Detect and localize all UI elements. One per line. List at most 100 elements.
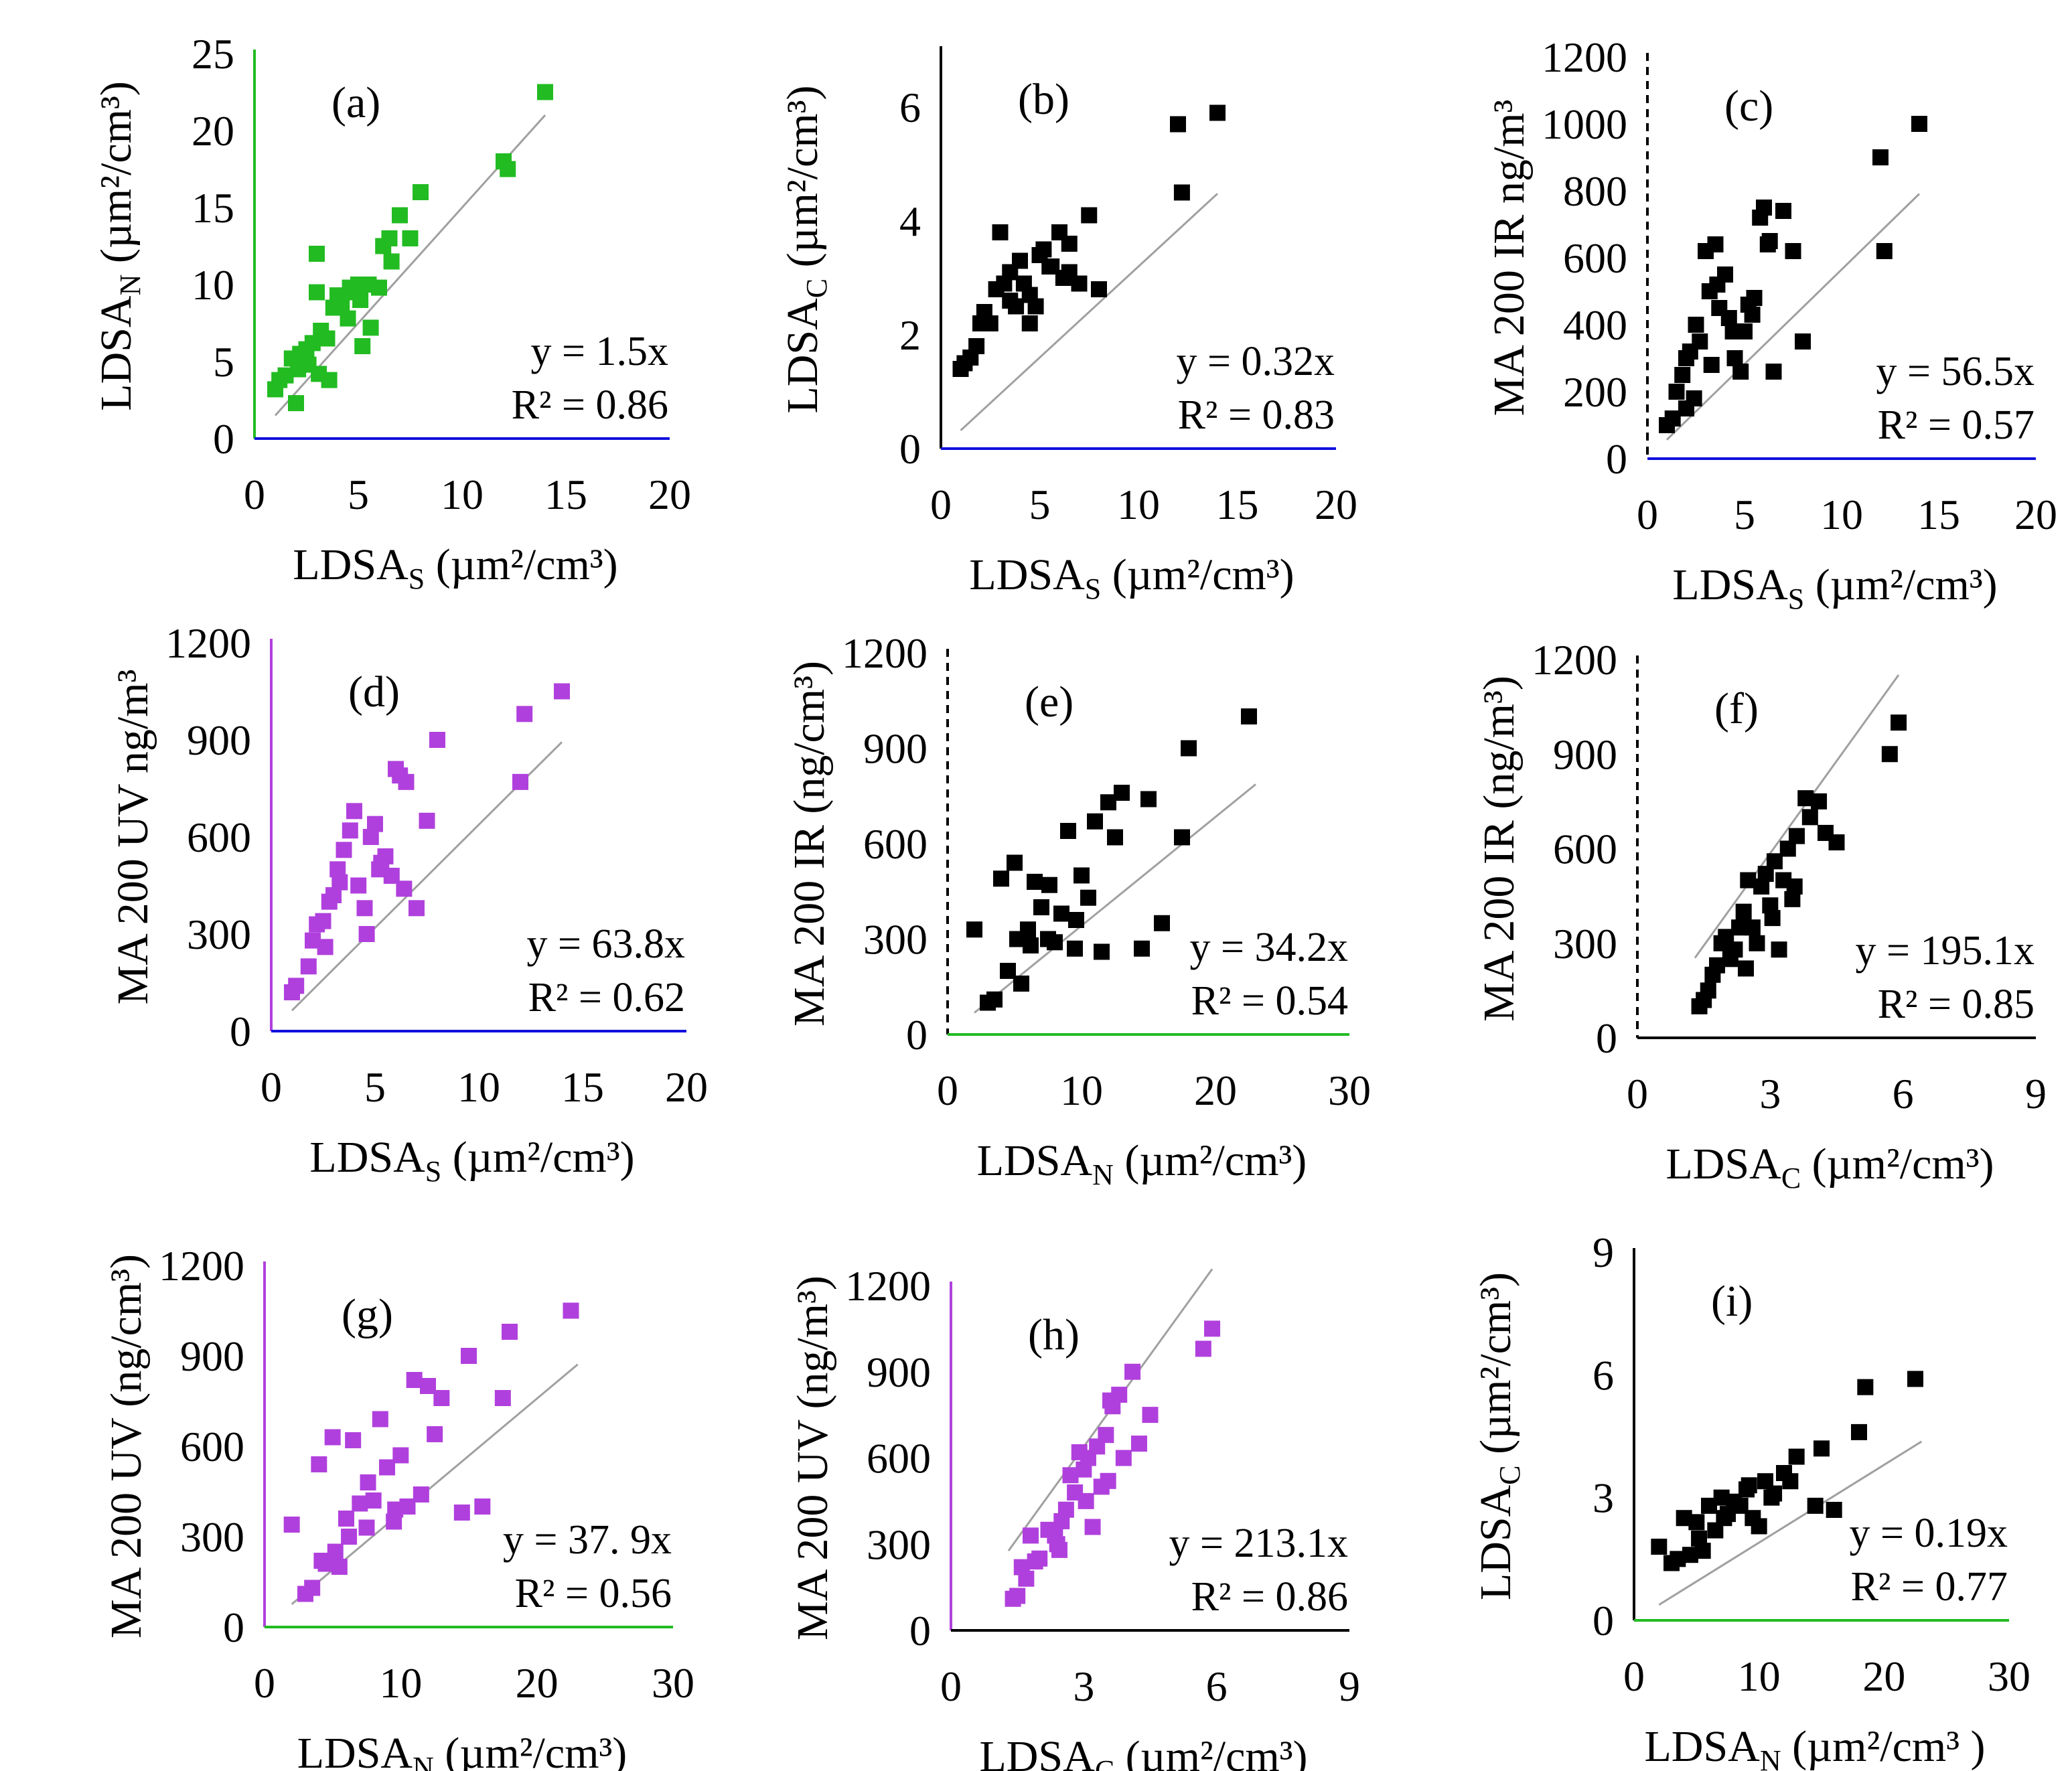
data-point [309, 246, 325, 262]
x-tick-label: 10 [379, 1659, 422, 1707]
data-point [502, 1324, 518, 1340]
data-point [1007, 854, 1023, 871]
y-tick-label: 4 [899, 198, 921, 245]
data-point [1911, 116, 1927, 132]
x-axis-title-unit: (µm²/cm³ ) [1781, 1722, 1986, 1771]
x-tick-label: 20 [665, 1063, 708, 1111]
y-tick-label: 600 [1563, 234, 1627, 282]
data-point [1013, 976, 1029, 992]
data-point [1668, 384, 1685, 400]
data-point [1786, 878, 1803, 895]
data-point [413, 1486, 429, 1503]
x-axis-title-base: LDSA [1644, 1722, 1760, 1771]
data-point [1707, 236, 1724, 252]
trendline [1694, 674, 1900, 959]
y-tick-label: 300 [187, 911, 251, 958]
x-axis-title-subscript: S [425, 1155, 441, 1188]
data-point [373, 854, 390, 871]
y-tick-label: 1200 [842, 629, 928, 677]
data-point [1744, 919, 1761, 936]
data-point [1691, 1530, 1708, 1547]
y-tick-label: 600 [180, 1423, 244, 1470]
y-tick-label: 600 [187, 814, 251, 861]
data-point [1795, 333, 1811, 350]
data-point [1033, 899, 1049, 915]
data-point [365, 1492, 382, 1509]
x-tick-label: 30 [1988, 1652, 2030, 1700]
y-axis-title: LDSAC (µm²/cm³) [778, 85, 833, 413]
y-tick-label: 300 [180, 1513, 244, 1561]
y-axis-title: MA 200 IR ng/m³ [1485, 100, 1534, 416]
x-tick-label: 5 [348, 471, 369, 518]
data-point [429, 732, 445, 748]
data-point [1084, 1519, 1101, 1535]
data-point [358, 1519, 375, 1536]
data-point [1775, 203, 1791, 219]
data-point [304, 1580, 321, 1596]
data-point [982, 315, 998, 331]
data-point [1713, 935, 1730, 951]
y-tick-label: 0 [1596, 1014, 1617, 1062]
data-point [1181, 740, 1197, 757]
x-axis-title: LDSAN (µm²/cm³) [977, 1136, 1307, 1191]
fit-equation: y = 213.1x [1169, 1521, 1348, 1566]
scatter-panel-6: 0 3 6 9 0 300 600 900 1200 LDSAC (µm²/cm³) MA 200 … [1475, 636, 2047, 1195]
x-tick-label: 20 [648, 471, 691, 518]
x-tick-label: 30 [1328, 1067, 1371, 1114]
data-point [1023, 937, 1039, 953]
y-tick-label: 20 [192, 107, 234, 155]
scatter-panel-8: 0 3 6 9 0 300 600 900 1200 LDSAC (µm²/cm³) MA 200 … [788, 1262, 1360, 1771]
data-point [554, 683, 570, 700]
data-point [1134, 940, 1150, 957]
y-axis-title-base: MA 200 IR (ng/cm³) [785, 661, 834, 1026]
data-point [1094, 943, 1110, 960]
x-tick-label: 20 [1862, 1652, 1905, 1700]
x-tick-label: 0 [937, 1067, 958, 1114]
data-point [1035, 241, 1052, 258]
data-point [300, 958, 317, 975]
y-tick-label: 400 [1563, 301, 1627, 349]
data-point [346, 803, 362, 820]
y-axis-title: MA 200 UV ng/m³ [108, 670, 157, 1005]
y-tick-label: 9 [1593, 1229, 1614, 1276]
data-point [1098, 1427, 1114, 1444]
data-point [379, 1459, 395, 1476]
data-point [1851, 1423, 1867, 1440]
data-point [433, 1390, 450, 1406]
x-tick-label: 3 [1759, 1070, 1781, 1118]
data-point [319, 330, 336, 347]
y-tick-label: 1200 [1542, 33, 1627, 81]
x-axis-title: LDSAS (µm²/cm³) [1672, 560, 1997, 615]
x-tick-label: 10 [1738, 1652, 1781, 1700]
data-point [1204, 1320, 1221, 1337]
panel-label: (g) [342, 1290, 393, 1339]
x-tick-label: 9 [2025, 1070, 2047, 1118]
r-squared: R² = 0.83 [1178, 392, 1335, 438]
data-point [1737, 960, 1754, 977]
x-axis-title-base: LDSA [1672, 560, 1788, 609]
data-point [461, 1348, 477, 1364]
y-tick-label: 1000 [1542, 100, 1627, 148]
x-tick-label: 9 [1339, 1663, 1360, 1710]
data-point [331, 874, 348, 891]
data-point [420, 1378, 436, 1394]
y-tick-label: 0 [1606, 435, 1627, 483]
y-axis-title-base: MA 200 UV (ng/m³) [788, 1276, 837, 1640]
y-tick-label: 0 [909, 1607, 931, 1654]
x-axis-title-subscript: C [1095, 1754, 1114, 1771]
data-point [993, 870, 1009, 887]
y-tick-label: 0 [1593, 1597, 1614, 1644]
x-axis-title-base: LDSA [309, 1133, 425, 1182]
data-point [336, 842, 352, 858]
fit-equation: y = 195.1x [1856, 928, 2034, 974]
data-point [1688, 1514, 1705, 1531]
x-tick-label: 15 [1216, 481, 1259, 528]
data-point [1881, 746, 1898, 763]
r-squared: R² = 0.62 [528, 975, 685, 1020]
data-point [1746, 290, 1763, 306]
y-tick-label: 900 [180, 1332, 244, 1380]
trendline [960, 193, 1219, 431]
r-squared: R² = 0.54 [1191, 978, 1348, 1024]
data-point [356, 900, 373, 917]
